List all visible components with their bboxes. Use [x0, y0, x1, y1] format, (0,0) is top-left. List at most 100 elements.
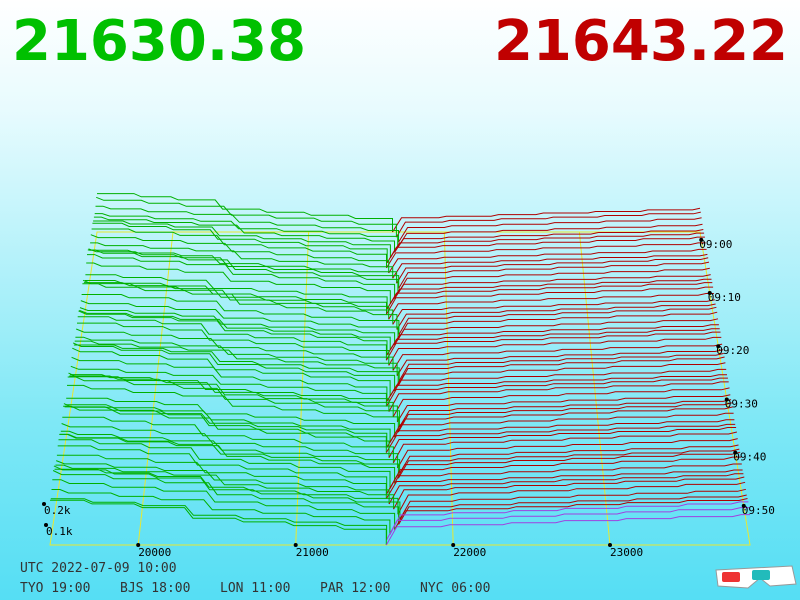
bid-depth-line — [70, 365, 387, 407]
price-tick-label: 21000 — [296, 546, 329, 559]
bid-depth-line — [77, 316, 387, 361]
ask-depth-line — [385, 423, 736, 453]
bid-depth-line — [50, 498, 388, 540]
bid-depth-line — [73, 344, 399, 386]
ask-depth-line — [397, 448, 740, 479]
ask-depth-line — [388, 248, 707, 274]
ask-depth-line — [394, 362, 726, 392]
bid-depth-line — [75, 336, 398, 376]
ask-depth-line — [389, 324, 719, 351]
time-tick — [707, 291, 712, 296]
ask-depth-line — [389, 278, 712, 305]
ask-depth-line — [389, 501, 749, 535]
time-tick-label: 09:20 — [716, 344, 749, 357]
ask-depth-line — [398, 494, 747, 525]
bid-depth-line — [69, 375, 394, 417]
ask-depth-line — [388, 336, 722, 366]
ask-depth-line — [399, 488, 747, 520]
ask-depth-line — [398, 306, 717, 335]
bid-depth-line — [78, 310, 388, 356]
bid-depth-line — [67, 384, 399, 433]
time-tick-label: 09:50 — [742, 504, 775, 517]
ask-price: 21643.22 — [494, 9, 788, 74]
time-tick — [716, 344, 721, 349]
ask-depth-line — [397, 267, 710, 294]
glasses-icon[interactable] — [715, 565, 797, 589]
ask-depth-line — [399, 444, 739, 474]
time-tick — [733, 450, 738, 455]
bid-depth-line — [50, 499, 387, 545]
floor — [49, 231, 751, 546]
city-clock: LON 11:00 — [220, 581, 290, 596]
ask-depth-line — [397, 481, 746, 515]
ask-depth-line — [386, 463, 742, 494]
ask-depth-line — [388, 381, 729, 412]
ask-depth-line — [393, 476, 745, 510]
bid-depth-line — [79, 309, 391, 350]
ask-depth-line — [386, 328, 720, 356]
grid-line — [295, 231, 310, 546]
ask-depth-line — [386, 419, 735, 448]
bid-depth-line — [87, 254, 396, 299]
bid-depth-line — [72, 342, 396, 392]
ask-depth-line — [394, 274, 711, 299]
bid-depth-line — [89, 249, 398, 284]
ask-depth-line — [396, 394, 731, 423]
bid-depth-line — [61, 423, 399, 468]
ask-depth-line — [392, 207, 701, 233]
bid-depth-line — [72, 347, 391, 397]
bid-depth-line — [97, 193, 393, 232]
ask-depth-line — [388, 473, 744, 505]
bid-depth-line — [76, 328, 394, 371]
bid-depth-line — [56, 460, 390, 504]
price-tick-label: 20000 — [138, 546, 171, 559]
ask-depth-line — [388, 427, 737, 459]
bid-depth-line — [66, 397, 396, 438]
ask-depth-line — [398, 352, 724, 382]
bid-depth-line — [52, 479, 396, 530]
bid-depth-line — [79, 307, 396, 345]
bid-depth-line — [80, 300, 399, 340]
grid-line — [443, 231, 454, 546]
city-clock: BJS 18:00 — [120, 581, 190, 596]
bid-depth-line — [96, 196, 397, 238]
price-tick-label: 22000 — [453, 546, 486, 559]
ask-depth-line — [394, 498, 748, 530]
ask-depth-line — [397, 356, 725, 387]
bid-depth-line — [83, 282, 390, 320]
bid-depth-line — [55, 464, 395, 510]
bid-depth-line — [54, 468, 399, 515]
ask-depth-line — [386, 286, 714, 315]
bid-depth-line — [94, 213, 399, 248]
bid-depth-line — [77, 322, 390, 366]
ask-depth-line — [398, 261, 710, 289]
ask-depth-line — [397, 402, 733, 433]
bid-depth-line — [74, 340, 400, 381]
ask-depth-line — [389, 232, 705, 258]
depth-tick — [44, 523, 48, 527]
time-tick-label: 09:40 — [733, 451, 766, 464]
ask-depth-line — [385, 377, 728, 407]
bid-depth-line — [59, 433, 396, 484]
bid-depth-line — [88, 248, 400, 289]
depth-tick-label: 0.2k — [44, 504, 71, 517]
time-tick — [741, 503, 746, 508]
ask-depth-line — [385, 469, 743, 500]
ask-depth-line — [386, 282, 713, 310]
ask-depth-line — [396, 349, 724, 376]
ask-depth-line — [397, 311, 718, 341]
bid-depth-line — [84, 280, 387, 315]
bid-depth-line — [95, 205, 399, 243]
ask-depth-line — [389, 368, 727, 397]
ask-depth-line — [392, 387, 730, 417]
bid-depth-line — [86, 262, 391, 304]
city-clock: PAR 12:00 — [320, 581, 390, 596]
ask-depth-line — [392, 431, 738, 464]
time-tick-label: 09:00 — [699, 238, 732, 251]
bid-depth-line — [70, 374, 390, 412]
grid-line — [137, 231, 174, 546]
bid-depth-line — [82, 279, 394, 325]
time-tick — [724, 397, 729, 402]
